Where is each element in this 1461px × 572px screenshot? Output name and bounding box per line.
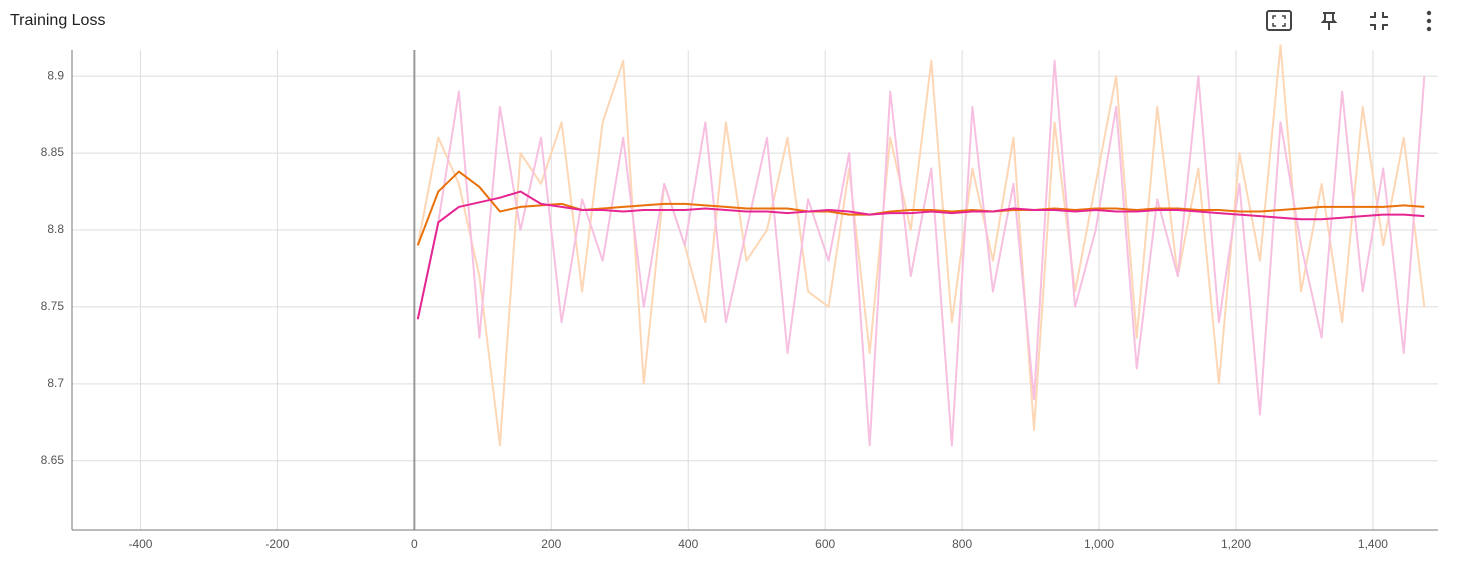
menu-button[interactable] bbox=[1426, 10, 1432, 32]
collapse-button[interactable] bbox=[1370, 12, 1388, 30]
y-tick-label: 8.7 bbox=[47, 376, 64, 390]
x-tick-label: 1,200 bbox=[1221, 537, 1251, 551]
x-tick-label: 200 bbox=[541, 537, 561, 551]
toolbar bbox=[1266, 10, 1432, 32]
series-line bbox=[416, 44, 1426, 447]
chart-title: Training Loss bbox=[10, 12, 105, 29]
y-tick-label: 8.85 bbox=[41, 145, 65, 159]
x-tick-label: 600 bbox=[815, 537, 835, 551]
series-line bbox=[416, 190, 1425, 320]
x-tick-label: 400 bbox=[678, 537, 698, 551]
pin-button[interactable] bbox=[1320, 12, 1338, 30]
x-tick-label: -400 bbox=[128, 537, 152, 551]
x-tick-label: 800 bbox=[952, 537, 972, 551]
fit-domain-button[interactable] bbox=[1266, 10, 1292, 31]
y-tick-label: 8.9 bbox=[47, 68, 64, 82]
y-tick-label: 8.8 bbox=[47, 222, 64, 236]
y-tick-label: 8.65 bbox=[41, 453, 65, 467]
x-tick-label: 0 bbox=[411, 537, 418, 551]
x-tick-label: 1,400 bbox=[1358, 537, 1388, 551]
y-tick-label: 8.75 bbox=[41, 299, 65, 313]
x-tick-label: 1,000 bbox=[1084, 537, 1114, 551]
x-tick-label: -200 bbox=[265, 537, 289, 551]
